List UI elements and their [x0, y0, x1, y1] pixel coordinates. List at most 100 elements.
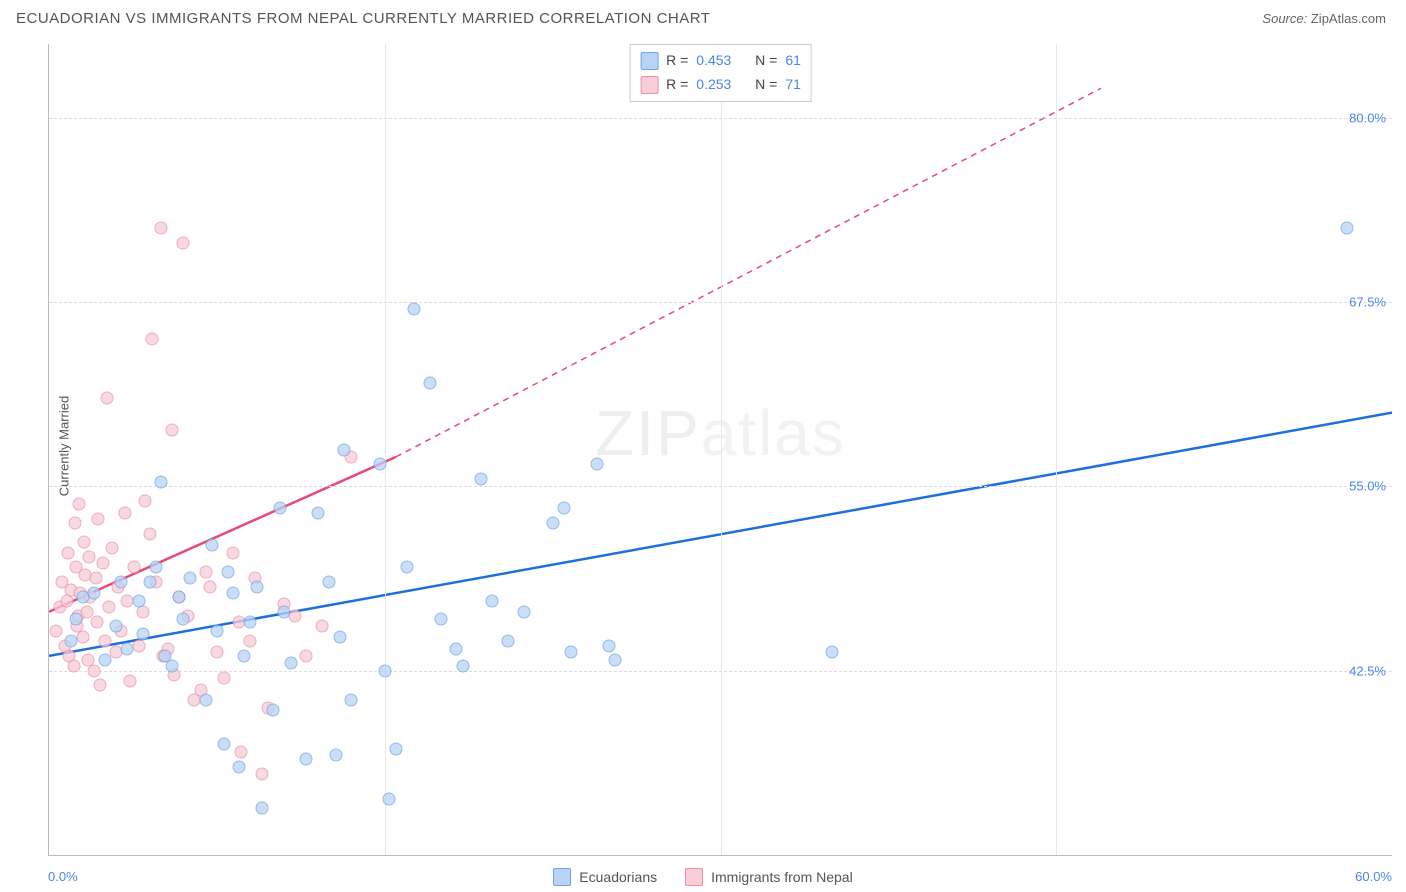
- data-point: [316, 620, 329, 633]
- data-point: [62, 546, 75, 559]
- data-point: [139, 495, 152, 508]
- legend-item-nepal: Immigrants from Nepal: [685, 868, 853, 886]
- data-point: [345, 694, 358, 707]
- legend-item-ecuadorians: Ecuadorians: [553, 868, 657, 886]
- data-point: [546, 517, 559, 530]
- data-point: [145, 332, 158, 345]
- data-point: [154, 222, 167, 235]
- data-point: [217, 672, 230, 685]
- data-point: [69, 613, 82, 626]
- data-point: [121, 642, 134, 655]
- data-point: [244, 635, 257, 648]
- data-point: [110, 620, 123, 633]
- data-point: [609, 654, 622, 667]
- data-point: [87, 586, 100, 599]
- data-point: [154, 475, 167, 488]
- source-label: Source:: [1262, 11, 1307, 26]
- x-tick-right: 60.0%: [1355, 869, 1392, 884]
- y-tick: 42.5%: [1349, 663, 1386, 678]
- data-point: [103, 601, 116, 614]
- data-point: [407, 303, 420, 316]
- data-point: [338, 443, 351, 456]
- data-point: [199, 565, 212, 578]
- data-point: [73, 498, 86, 511]
- source-value: ZipAtlas.com: [1311, 11, 1386, 26]
- data-point: [450, 642, 463, 655]
- data-point: [123, 675, 136, 688]
- data-point: [226, 546, 239, 559]
- source: Source: ZipAtlas.com: [1262, 11, 1386, 26]
- data-point: [67, 660, 80, 673]
- data-point: [132, 595, 145, 608]
- data-point: [486, 595, 499, 608]
- data-point: [322, 576, 335, 589]
- data-point: [68, 517, 81, 530]
- data-point: [96, 557, 109, 570]
- data-point: [284, 657, 297, 670]
- data-point: [826, 645, 839, 658]
- data-point: [374, 458, 387, 471]
- data-point: [311, 506, 324, 519]
- data-point: [401, 561, 414, 574]
- data-point: [278, 605, 291, 618]
- data-point: [143, 527, 156, 540]
- data-point: [289, 610, 302, 623]
- data-point: [204, 580, 217, 593]
- swatch-nepal: [640, 76, 658, 94]
- data-point: [143, 576, 156, 589]
- data-point: [184, 571, 197, 584]
- data-point: [199, 694, 212, 707]
- data-point: [474, 472, 487, 485]
- data-point: [87, 664, 100, 677]
- data-point: [329, 748, 342, 761]
- swatch-ecuadorians: [640, 52, 658, 70]
- data-point: [602, 639, 615, 652]
- data-point: [217, 738, 230, 751]
- data-point: [105, 542, 118, 555]
- swatch-icon: [685, 868, 703, 886]
- data-point: [49, 624, 62, 637]
- chart-title: ECUADORIAN VS IMMIGRANTS FROM NEPAL CURR…: [16, 10, 710, 27]
- data-point: [251, 580, 264, 593]
- data-point: [150, 561, 163, 574]
- data-point: [564, 645, 577, 658]
- data-point: [333, 630, 346, 643]
- data-point: [114, 576, 127, 589]
- data-point: [101, 391, 114, 404]
- y-tick: 55.0%: [1349, 479, 1386, 494]
- data-point: [98, 654, 111, 667]
- data-point: [177, 613, 190, 626]
- data-point: [83, 551, 96, 564]
- scatter-chart: ZIPatlas R = 0.453 N = 61 R = 0.253 N = …: [48, 44, 1392, 856]
- data-point: [501, 635, 514, 648]
- data-point: [132, 639, 145, 652]
- data-point: [94, 679, 107, 692]
- data-point: [210, 624, 223, 637]
- data-point: [383, 792, 396, 805]
- data-point: [222, 565, 235, 578]
- data-point: [128, 561, 141, 574]
- y-tick: 80.0%: [1349, 110, 1386, 125]
- data-point: [77, 536, 90, 549]
- data-point: [177, 237, 190, 250]
- data-point: [457, 660, 470, 673]
- data-point: [389, 742, 402, 755]
- data-point: [517, 605, 530, 618]
- data-point: [235, 745, 248, 758]
- data-point: [119, 506, 132, 519]
- data-point: [434, 613, 447, 626]
- legend-row-nepal: R = 0.253 N = 71: [640, 73, 801, 97]
- data-point: [98, 635, 111, 648]
- data-point: [237, 649, 250, 662]
- legend-row-ecuadorians: R = 0.453 N = 61: [640, 49, 801, 73]
- correlation-legend: R = 0.453 N = 61 R = 0.253 N = 71: [629, 44, 812, 102]
- data-point: [76, 630, 89, 643]
- data-point: [273, 502, 286, 515]
- data-point: [233, 760, 246, 773]
- data-point: [166, 660, 179, 673]
- data-point: [591, 458, 604, 471]
- x-tick-left: 0.0%: [48, 869, 78, 884]
- data-point: [557, 502, 570, 515]
- data-point: [266, 704, 279, 717]
- data-point: [226, 586, 239, 599]
